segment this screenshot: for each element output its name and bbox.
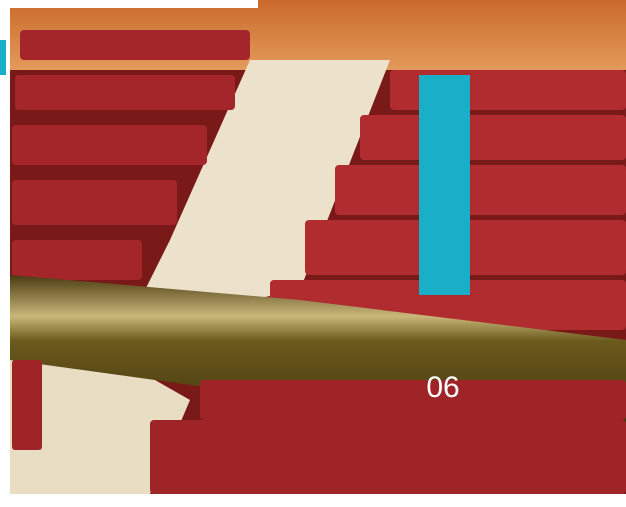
slide: 06 [0,0,626,507]
accent-bar [419,75,470,295]
accent-mark [0,40,6,75]
white-tab [0,0,258,8]
photo [0,0,626,507]
slide-number: 06 [418,368,468,408]
